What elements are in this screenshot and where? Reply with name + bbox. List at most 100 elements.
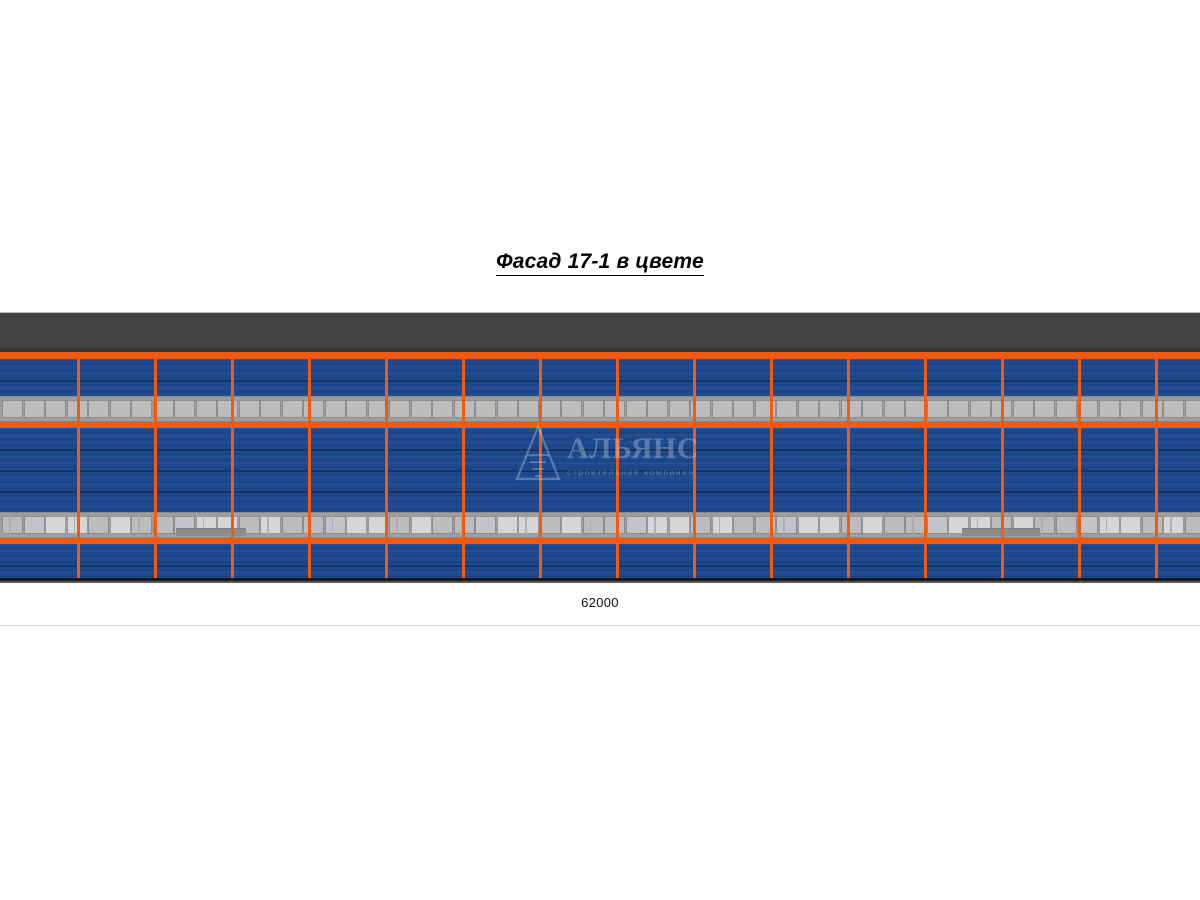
glazing-pane — [711, 516, 733, 534]
glazing-pane — [518, 400, 539, 418]
glazing-pane — [260, 400, 281, 418]
glazing-mullion — [589, 515, 592, 535]
glazing-pane — [346, 516, 367, 534]
glazing-pane — [432, 516, 453, 534]
facade-mullion — [1078, 359, 1081, 578]
glazing-pane — [389, 516, 410, 534]
glazing-pane — [969, 400, 991, 418]
glazing-pane — [776, 516, 797, 534]
glazing-pane — [1034, 400, 1055, 418]
glazing-pane — [367, 400, 389, 418]
glazing-mullion — [1170, 515, 1172, 535]
dimension-label-overall: 62000 — [581, 595, 619, 610]
glazing-mullion — [202, 515, 205, 535]
trim-mid-upper — [0, 422, 1200, 428]
glazing-pane — [647, 400, 668, 418]
glazing-pane — [840, 516, 862, 534]
glazing-pane — [1120, 400, 1141, 418]
glazing-mullion — [460, 515, 463, 535]
glazing-mullion — [9, 515, 11, 535]
glazing-pane — [2, 516, 23, 534]
glazing-pane — [496, 400, 518, 418]
wall-panel-seam — [0, 449, 1200, 451]
glazing-pane — [131, 400, 152, 418]
glazing-pane — [475, 400, 496, 418]
glazing-pane — [711, 400, 733, 418]
glazing-mullion — [267, 515, 269, 535]
glazing-pane — [2, 400, 23, 418]
roof-parapet — [0, 312, 1200, 352]
glazing-mullion — [718, 515, 721, 535]
glazing-pane — [174, 400, 195, 418]
glazing-pane — [582, 516, 604, 534]
glazing-pane — [1163, 516, 1184, 534]
wall-row-upper — [0, 359, 1200, 396]
glazing-pane — [819, 516, 840, 534]
glazing-pane — [604, 400, 625, 418]
dimension-line: 62000 — [0, 584, 1200, 626]
glazing-pane — [604, 516, 625, 534]
glazing-pane — [496, 516, 518, 534]
glazing-pane — [862, 400, 883, 418]
glazing-pane — [88, 400, 109, 418]
facade-sill-detail — [176, 528, 246, 536]
wall-panel-seam — [0, 380, 1200, 382]
glazing-pane — [303, 516, 324, 534]
facade-mullion — [77, 359, 80, 578]
wall-row-middle — [0, 428, 1200, 512]
glazing-pane — [668, 516, 690, 534]
facade-mullion — [1155, 359, 1158, 578]
glazing-pane — [797, 516, 819, 534]
glazing-pane — [561, 400, 582, 418]
glazing-pane — [109, 400, 131, 418]
glazing-pane — [217, 400, 238, 418]
facade-mullion — [616, 359, 619, 578]
ground-line-secondary — [0, 581, 1200, 583]
glazing-mullion — [976, 515, 979, 535]
glazing-pane — [1012, 400, 1034, 418]
glazing-pane — [410, 516, 432, 534]
glazing-pane — [539, 516, 561, 534]
glazing-pane — [819, 400, 840, 418]
glazing-pane — [733, 400, 754, 418]
glazing-band-upper — [0, 396, 1200, 422]
roof-parapet-shadow — [0, 348, 1200, 352]
glazing-pane — [1055, 400, 1077, 418]
glazing-mullion — [138, 515, 140, 535]
facade-mullion — [539, 359, 542, 578]
facade-mullion — [231, 359, 234, 578]
glazing-pane — [346, 400, 367, 418]
trim-mid-lower — [0, 538, 1200, 544]
glazing-pane — [1077, 400, 1098, 418]
glazing-pane — [733, 516, 754, 534]
glazing-pane — [1163, 400, 1184, 418]
glazing-pane — [23, 400, 45, 418]
page-title-text: Фасад 17-1 в цвете — [496, 250, 704, 276]
glazing-pane — [281, 400, 303, 418]
glazing-pane — [152, 516, 174, 534]
glazing-pane — [45, 400, 66, 418]
glazing-pane — [195, 400, 217, 418]
glazing-pane — [883, 516, 905, 534]
glazing-pane — [539, 400, 561, 418]
glazing-pane — [797, 400, 819, 418]
glazing-pane — [303, 400, 324, 418]
facade-mullion — [154, 359, 157, 578]
wall-panel-seam — [0, 470, 1200, 472]
glazing-mullion — [654, 515, 656, 535]
glazing-pane — [1098, 516, 1120, 534]
page-title: Фасад 17-1 в цвете — [0, 250, 1200, 276]
glazing-pane — [238, 400, 260, 418]
glazing-pane — [948, 400, 969, 418]
glazing-pane — [475, 516, 496, 534]
glazing-pane — [109, 516, 131, 534]
glazing-pane — [1141, 400, 1163, 418]
glazing-pane — [926, 516, 948, 534]
glazing-pane — [324, 400, 346, 418]
glazing-pane — [926, 400, 948, 418]
glazing-pane — [1055, 516, 1077, 534]
glazing-pane — [45, 516, 66, 534]
glazing-pane — [582, 400, 604, 418]
glazing-pane — [1184, 516, 1200, 534]
facade-mullion — [847, 359, 850, 578]
